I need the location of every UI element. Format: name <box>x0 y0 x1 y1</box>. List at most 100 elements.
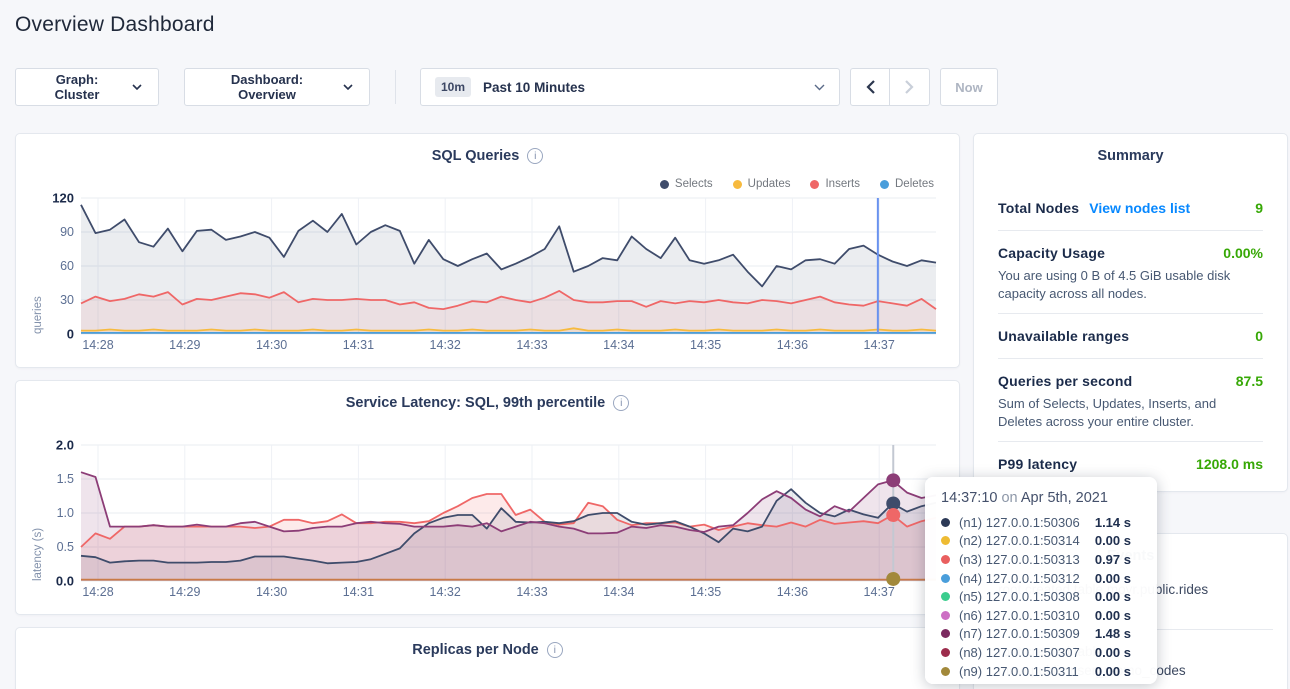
next-time-button[interactable] <box>890 68 930 106</box>
legend-label: Inserts <box>825 178 860 190</box>
x-tick-label: 14:29 <box>169 585 201 599</box>
x-tick-label: 14:32 <box>429 585 461 599</box>
summary-capacity-usage: Capacity Usage 0.00% <box>998 245 1263 261</box>
graph-dropdown-label: Graph: Cluster <box>54 72 100 102</box>
tooltip-node-row: (n3) 127.0.0.1:50313 0.97 s <box>941 550 1141 569</box>
node-color-dot <box>941 573 950 583</box>
legend-item-deletes[interactable]: Deletes <box>880 178 934 190</box>
summary-total-nodes: Total Nodes View nodes list 9 <box>998 200 1263 216</box>
time-range-badge: 10m <box>435 77 472 97</box>
x-axis-ticks: 14:28 14:29 14:30 14:31 14:32 14:33 14:34 14:35… <box>81 338 936 354</box>
node-color-dot <box>941 554 950 564</box>
summary-heading: Summary <box>1097 148 1164 164</box>
info-icon[interactable] <box>546 642 563 658</box>
chart-title-row: SQL Queries <box>16 146 959 166</box>
x-tick-label: 14:31 <box>342 338 375 352</box>
x-tick-label: 14:34 <box>603 338 635 352</box>
x-axis-ticks: 14:28 14:29 14:30 14:31 14:32 14:33 14:34 14:35… <box>81 585 936 601</box>
time-pager <box>850 68 930 106</box>
chart-title: SQL Queries <box>431 148 520 164</box>
y-tick-label: 0.5 <box>56 540 74 554</box>
node-color-dot <box>941 610 950 620</box>
y-axis-ticks: 0 30 60 90 120 <box>16 191 74 342</box>
tooltip-node-row: (n5) 127.0.0.1:50308 0.00 s <box>941 587 1141 606</box>
chevron-down-icon <box>132 84 142 90</box>
chart-title-row: Replicas per Node <box>16 640 959 660</box>
tooltip-node-row: (n7) 127.0.0.1:50309 1.48 s <box>941 625 1141 644</box>
x-tick-label: 14:34 <box>603 585 635 599</box>
summary-label: Unavailable ranges <box>998 328 1130 344</box>
tooltip-node-label: (n3) 127.0.0.1:50313 <box>959 551 1080 567</box>
summary-value: 9 <box>1255 200 1263 216</box>
summary-value: 0.00% <box>1223 245 1263 261</box>
tooltip-node-label: (n4) 127.0.0.1:50312 <box>959 570 1080 586</box>
node-color-dot <box>941 666 950 676</box>
x-tick-label: 14:37 <box>863 338 895 352</box>
tooltip-node-value: 0.00 s <box>1094 570 1131 586</box>
now-button[interactable]: Now <box>940 68 998 106</box>
legend-color-dot <box>880 179 889 189</box>
divider <box>998 358 1263 359</box>
x-tick-label: 14:32 <box>429 338 461 352</box>
tooltip-node-label: (n9) 127.0.0.1:50311 <box>959 663 1079 679</box>
summary-value: 0 <box>1255 328 1263 344</box>
summary-label: Total Nodes <box>998 200 1080 216</box>
tooltip-node-row: (n8) 127.0.0.1:50307 0.00 s <box>941 643 1141 662</box>
service-latency-plot[interactable] <box>80 444 937 586</box>
x-tick-label: 14:29 <box>169 338 201 352</box>
x-tick-label: 14:30 <box>255 585 288 599</box>
divider <box>998 441 1263 442</box>
y-tick-label: 90 <box>60 225 74 239</box>
summary-unavailable-ranges: Unavailable ranges 0 <box>998 328 1263 344</box>
tooltip-node-row: (n6) 127.0.0.1:50310 0.00 s <box>941 606 1141 625</box>
chart-title-row: Service Latency: SQL, 99th percentile <box>16 393 959 413</box>
legend-item-inserts[interactable]: Inserts <box>810 178 860 190</box>
time-range-dropdown[interactable]: 10m Past 10 Minutes <box>420 68 840 106</box>
node-color-dot <box>941 592 950 602</box>
info-icon[interactable] <box>613 395 630 411</box>
tooltip-node-label: (n7) 127.0.0.1:50309 <box>959 626 1080 642</box>
tooltip-node-label: (n1) 127.0.0.1:50306 <box>959 514 1080 530</box>
previous-time-button[interactable] <box>850 68 890 106</box>
graph-dropdown[interactable]: Graph: Cluster <box>15 68 159 106</box>
legend-item-selects[interactable]: Selects <box>659 178 713 190</box>
controls-divider <box>395 70 396 104</box>
summary-description: You are using 0 B of 4.5 GiB usable disk… <box>998 268 1231 301</box>
x-tick-label: 14:28 <box>82 338 114 352</box>
summary-value: 1208.0 ms <box>1196 456 1263 472</box>
view-nodes-list-link[interactable]: View nodes list <box>1089 200 1191 216</box>
dashboard-dropdown[interactable]: Dashboard: Overview <box>184 68 370 106</box>
chart-title: Replicas per Node <box>412 642 539 658</box>
legend-label: Updates <box>747 178 791 190</box>
y-tick-label: 1.5 <box>56 472 74 486</box>
tooltip-node-row: (n4) 127.0.0.1:50312 0.00 s <box>941 569 1141 588</box>
y-tick-label: 1.0 <box>56 506 74 520</box>
chevron-down-icon <box>814 84 825 91</box>
tooltip-node-value: 0.00 s <box>1094 663 1131 679</box>
tooltip-node-label: (n6) 127.0.0.1:50310 <box>959 607 1080 623</box>
tooltip-node-row: (n9) 127.0.0.1:50311 0.00 s <box>941 662 1141 681</box>
tooltip-node-row: (n2) 127.0.0.1:50314 0.00 s <box>941 532 1141 551</box>
y-tick-label: 0.0 <box>55 573 74 589</box>
tooltip-node-value: 0.00 s <box>1094 533 1131 549</box>
summary-label: P99 latency <box>998 456 1078 472</box>
x-tick-label: 14:33 <box>516 338 548 352</box>
y-tick-label: 2.0 <box>55 437 74 453</box>
tooltip-node-value: 0.00 s <box>1094 607 1131 623</box>
tooltip-timestamp: 14:37:10 on Apr 5th, 2021 <box>941 490 1141 506</box>
y-axis-ticks: 0.0 0.5 1.0 1.5 2.0 <box>16 438 74 589</box>
tooltip-node-value: 0.00 s <box>1094 644 1131 660</box>
x-tick-label: 14:35 <box>689 585 722 599</box>
legend-item-updates[interactable]: Updates <box>732 178 791 190</box>
y-tick-label: 60 <box>60 259 74 273</box>
node-color-dot <box>941 536 950 546</box>
info-icon[interactable] <box>527 148 544 164</box>
x-tick-label: 14:36 <box>776 338 809 352</box>
summary-label: Queries per second <box>998 373 1133 389</box>
chart-title: Service Latency: SQL, 99th percentile <box>345 395 606 411</box>
sql-queries-plot[interactable] <box>80 197 937 335</box>
legend-label: Selects <box>674 178 713 190</box>
tooltip-node-value: 0.97 s <box>1094 551 1131 567</box>
node-color-dot <box>941 647 950 657</box>
